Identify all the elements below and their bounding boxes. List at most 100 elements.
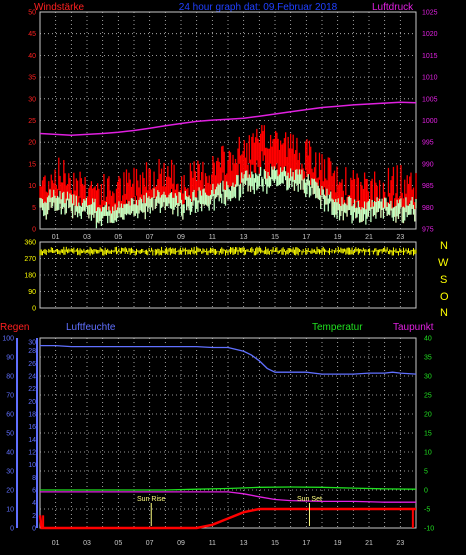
wind-y-tick: 0 (32, 227, 36, 234)
rain-y-tick: 30 (28, 340, 36, 347)
humidity-panel-series (38, 344, 417, 530)
temperature-y-tick: 0 (424, 488, 428, 495)
temperature-y-tick: -10 (424, 526, 434, 533)
wind-x-tick: 09 (177, 234, 185, 241)
rain-title: Regen (0, 322, 29, 333)
wind-x-tick: 05 (114, 234, 122, 241)
humidity-x-tick: 15 (271, 540, 279, 547)
wind-y-tick: 45 (28, 31, 36, 38)
wind-y-tick: 30 (28, 96, 36, 103)
series-temperature-line (40, 486, 417, 491)
rain-y-tick: 0 (32, 526, 36, 533)
wind-x-tick: 07 (146, 234, 154, 241)
wind-x-tick: 03 (83, 234, 91, 241)
rain-y-tick: 12 (28, 450, 36, 457)
direction-y-tick: 90 (28, 289, 36, 296)
humidity-x-tick: 19 (334, 540, 342, 547)
sunset-label: Sun Set (297, 496, 322, 503)
humidity-x-tick: 09 (177, 540, 185, 547)
pressure-y-tick: 980 (422, 205, 434, 212)
humidity-y-tick: 100 (2, 336, 14, 343)
pressure-y-tick: 1015 (422, 53, 438, 60)
humidity-y-tick: 60 (6, 412, 14, 419)
rain-y-tick: 18 (28, 412, 36, 419)
series-rain-line (38, 507, 416, 530)
rain-y-tick: 24 (28, 374, 36, 381)
humidity-y-tick: 70 (6, 393, 14, 400)
series-temperature-line (40, 491, 416, 503)
pressure-y-tick: 985 (422, 183, 434, 190)
wind-x-tick: 21 (365, 234, 373, 241)
rain-y-tick: 6 (32, 488, 36, 495)
wind-x-tick: 01 (52, 234, 60, 241)
humidity-panel-grid (40, 338, 416, 528)
compass-n-top: N (440, 240, 448, 252)
wind-y-tick: 50 (28, 10, 36, 17)
humidity-y-tick: 90 (6, 355, 14, 362)
rain-y-tick: 16 (28, 424, 36, 431)
humidity-y-tick: 50 (6, 431, 14, 438)
series-humidity-line (40, 344, 417, 375)
humidity-x-tick: 11 (209, 540, 216, 547)
wind-x-tick: 13 (240, 234, 248, 241)
compass-w: W (438, 257, 449, 269)
temperature-y-tick: 10 (424, 450, 432, 457)
compass-n-bottom: N (440, 307, 448, 319)
rain-y-tick: 20 (28, 399, 36, 406)
temperature-y-tick: 15 (424, 431, 432, 438)
wind-x-tick: 19 (334, 234, 342, 241)
pressure-title: Luftdruck (372, 2, 414, 13)
direction-y-tick: 180 (24, 273, 36, 280)
humidity-y-tick: 10 (6, 507, 14, 514)
wind-x-tick: 23 (396, 234, 404, 241)
humidity-panel-ticks: 0102030405060708090100024681012141618202… (2, 336, 434, 548)
compass-o: O (440, 291, 449, 303)
direction-panel-grid (40, 242, 416, 308)
temperature-y-tick: 35 (424, 355, 432, 362)
pressure-y-tick: 995 (422, 140, 434, 147)
temperature-y-tick: 40 (424, 336, 432, 343)
temperature-title: Temperatur (312, 322, 363, 333)
wind-panel-ticks: 0510152025303540455097598098599099510001… (28, 10, 437, 242)
humidity-x-tick: 13 (240, 540, 248, 547)
pressure-y-tick: 975 (422, 227, 434, 234)
humidity-x-tick: 23 (396, 540, 404, 547)
wind-panel-series (39, 101, 417, 229)
direction-y-tick: 270 (24, 256, 36, 263)
pressure-y-tick: 1005 (422, 96, 438, 103)
temperature-y-tick: -5 (424, 507, 430, 514)
pressure-line (39, 101, 417, 137)
rain-y-tick: 4 (32, 500, 36, 507)
humidity-y-tick: 80 (6, 374, 14, 381)
pressure-y-tick: 1020 (422, 31, 438, 38)
temperature-y-tick: 25 (424, 393, 432, 400)
rain-y-tick: 14 (28, 437, 36, 444)
pressure-y-tick: 1025 (422, 10, 438, 17)
humidity-x-tick: 01 (52, 540, 60, 547)
wind-x-tick: 15 (271, 234, 279, 241)
temperature-y-tick: 5 (424, 469, 428, 476)
sunrise-label: Sun Rise (137, 496, 166, 503)
wind-y-tick: 15 (28, 161, 36, 168)
wind-y-tick: 35 (28, 75, 36, 82)
wind-y-tick: 40 (28, 53, 36, 60)
direction-y-tick: 0 (32, 306, 36, 313)
humidity-y-tick: 40 (6, 450, 14, 457)
pressure-y-tick: 1000 (422, 118, 438, 125)
rain-y-tick: 10 (28, 462, 36, 469)
temperature-y-tick: 20 (424, 412, 432, 419)
humidity-title: Luftfeuchte (66, 322, 116, 333)
rain-y-tick: 2 (32, 513, 36, 520)
wind-y-tick: 10 (28, 183, 36, 190)
humidity-y-tick: 0 (10, 526, 14, 533)
rain-y-tick: 28 (28, 348, 36, 355)
dewpoint-title: Taupunkt (393, 322, 434, 333)
wind-y-tick: 5 (32, 205, 36, 212)
rain-y-tick: 8 (32, 475, 36, 482)
wind-y-tick: 20 (28, 140, 36, 147)
temperature-y-tick: 30 (424, 374, 432, 381)
humidity-y-tick: 20 (6, 488, 14, 495)
compass-s: S (440, 274, 447, 286)
chart-title: 24 hour graph dat: 09.Februar 2018 (179, 2, 338, 13)
